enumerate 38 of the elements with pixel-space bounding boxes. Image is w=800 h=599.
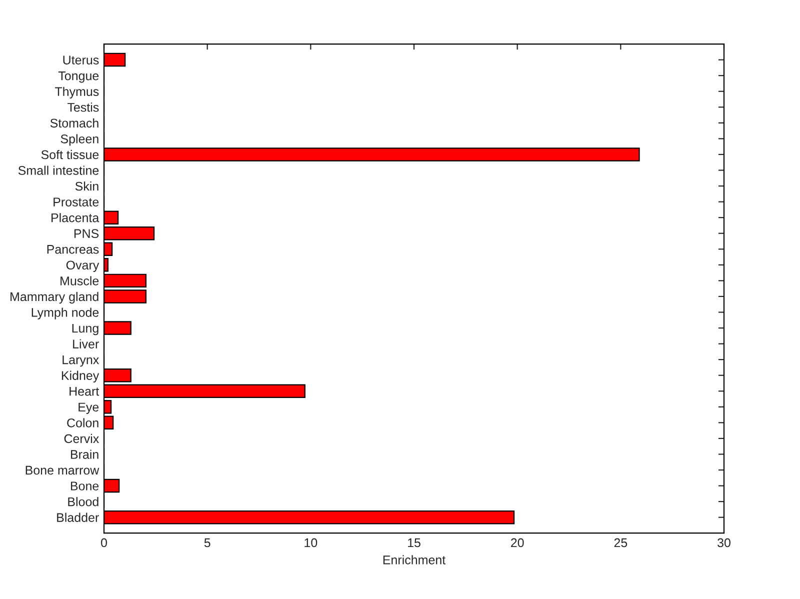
y-tick-label: Muscle (60, 276, 99, 286)
y-tick-label: Tongue (58, 72, 99, 83)
x-axis-title: Enrichment (383, 555, 446, 564)
x-tick-label: 0 (101, 538, 107, 548)
y-tick-label: PNS (74, 229, 99, 238)
y-tick-label: Eye (78, 402, 99, 414)
x-tick-label: 30 (718, 538, 730, 548)
x-tick-label: 25 (614, 538, 628, 548)
y-tick-label: Bone marrow (26, 466, 100, 475)
y-tick-label: Bladder (57, 512, 99, 522)
y-tick-label: Blood (68, 497, 98, 506)
y-tick-label: Heart (70, 387, 100, 396)
x-tick-label: 15 (408, 538, 420, 548)
x-tick-label: 5 (204, 538, 210, 548)
y-tick-label: Skin (75, 181, 98, 191)
y-tick-label: Thymus (54, 86, 99, 98)
y-tick-label: Bone (70, 482, 99, 490)
y-tick-label: Liver (73, 339, 99, 348)
y-tick-label: Lung (72, 324, 98, 336)
y-tick-label: Placenta (52, 213, 100, 222)
y-tick-label: Ovary (66, 260, 100, 272)
y-tick-label: Cervix (64, 434, 100, 444)
y-tick-label: Prostate (54, 198, 99, 206)
y-tick-label: Small intestine (18, 166, 99, 175)
y-tick-label: Uterus (63, 56, 99, 64)
y-tick-label: Pancreas (47, 245, 99, 254)
x-tick-label: 20 (511, 538, 524, 548)
y-tick-label: Soft tissue (41, 150, 99, 160)
y-tick-label: Stomach (50, 118, 98, 128)
y-tick-label: Spleen (60, 134, 98, 146)
x-tick-label: 10 (304, 538, 318, 548)
y-tick-label: Brain (70, 450, 98, 459)
y-tick-label: Kidney (62, 370, 100, 382)
y-tick-label: Larynx (62, 355, 100, 367)
y-tick-label: Lymph node (32, 308, 99, 320)
y-tick-label: Testis (67, 102, 99, 112)
y-tick-label: Mammary gland (10, 292, 98, 304)
y-tick-label: Colon (67, 418, 98, 428)
